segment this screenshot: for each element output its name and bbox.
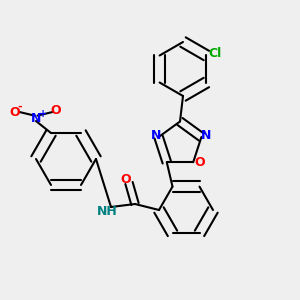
Text: N: N [201, 129, 211, 142]
Text: O: O [194, 156, 205, 169]
Text: +: + [39, 109, 48, 118]
Text: N: N [150, 129, 161, 142]
Text: Cl: Cl [208, 47, 221, 61]
Text: O: O [121, 173, 131, 186]
Text: N: N [31, 112, 41, 124]
Text: O: O [10, 106, 20, 118]
Text: O: O [50, 104, 61, 117]
Text: NH: NH [97, 205, 118, 218]
Text: -: - [17, 102, 22, 112]
